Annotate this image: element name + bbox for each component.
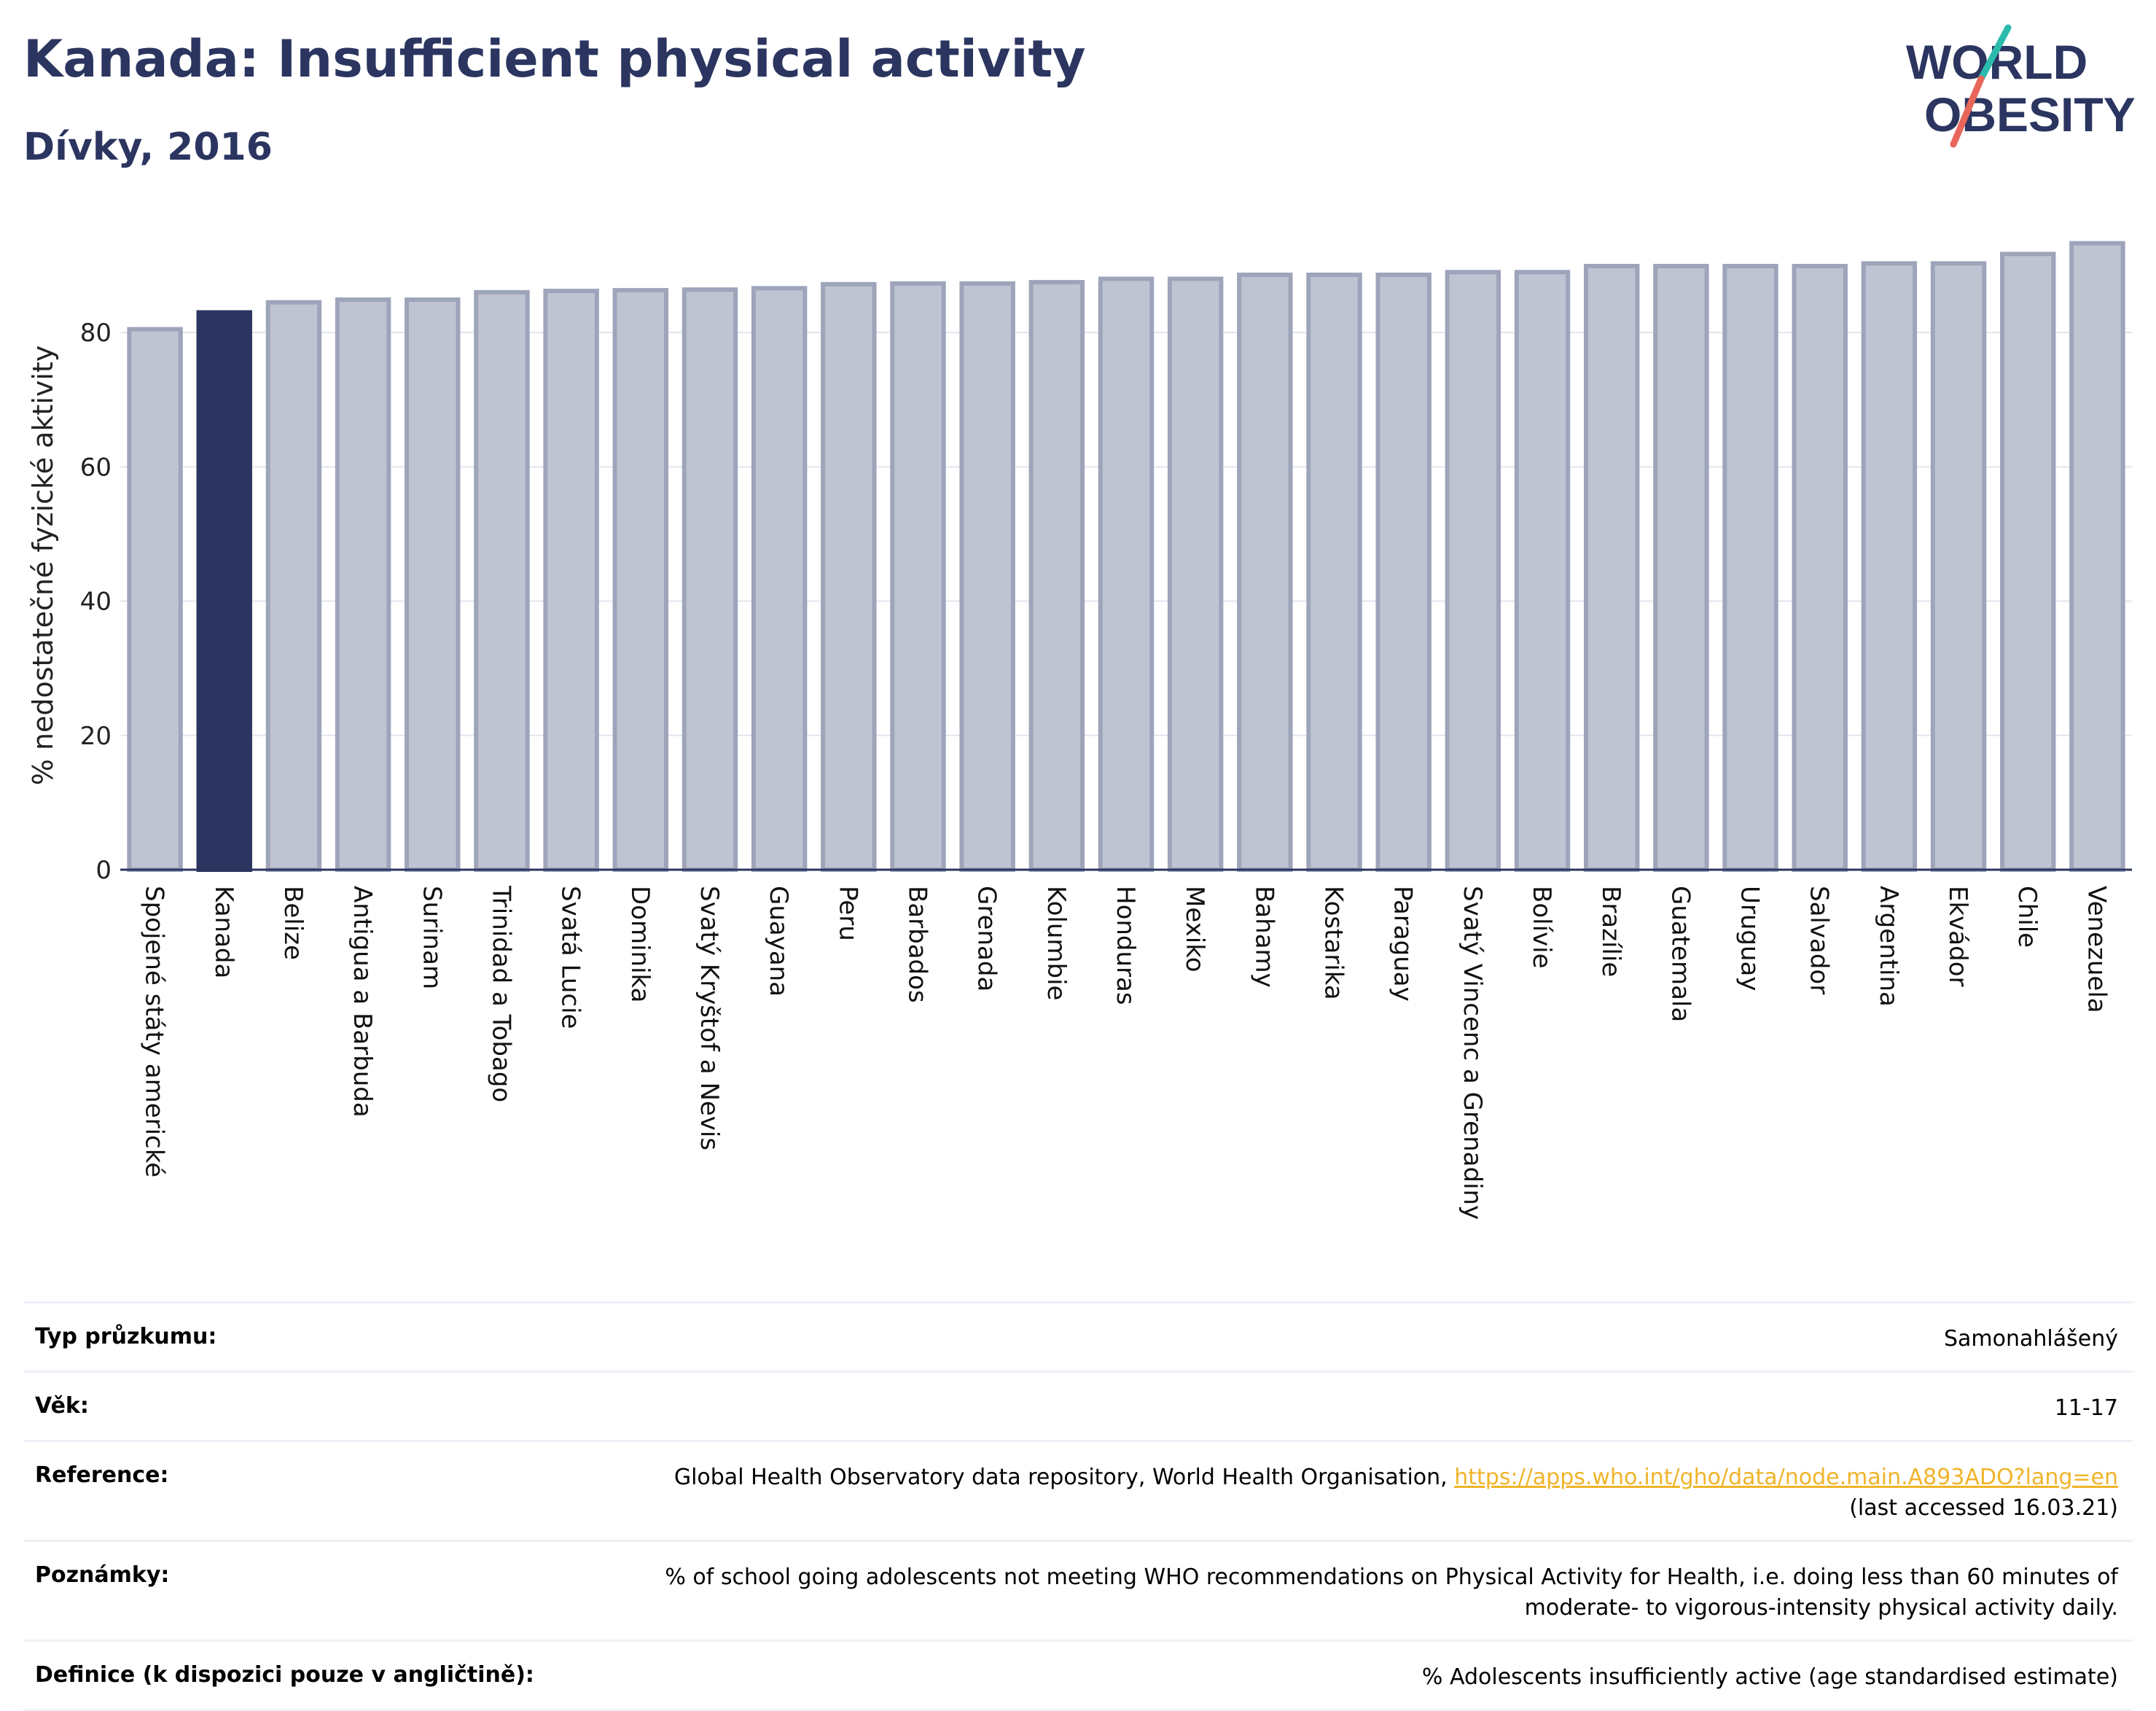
x-tick-label: Antigua a Barbuda xyxy=(348,886,377,1118)
reference-value: Global Health Observatory data repositor… xyxy=(674,1462,2118,1524)
info-row-reference: Reference: Global Health Observatory dat… xyxy=(23,1440,2133,1540)
x-tick-label: Ekvádor xyxy=(1943,886,1972,987)
world-obesity-logo: WORLD OBESITY xyxy=(1906,24,2136,148)
bar-uruguay xyxy=(1722,263,1778,872)
y-tick-label: 80 xyxy=(80,319,112,348)
x-tick-label: Kanada xyxy=(209,886,238,978)
x-tick-label: Trinidad a Tobago xyxy=(486,885,515,1102)
x-tick-label: Mexiko xyxy=(1180,886,1209,973)
age-value: 11-17 xyxy=(2054,1395,2118,1421)
x-tick-label: Brazílie xyxy=(1596,886,1625,977)
y-tick-label: 0 xyxy=(95,856,112,885)
bar-antigua-a-barbuda xyxy=(335,297,391,872)
x-tick-label: Surinam xyxy=(417,886,446,989)
x-tick-label: Guatemala xyxy=(1665,886,1695,1022)
bar-chile xyxy=(2000,252,2056,873)
x-tick-label: Svatý Vincenc a Grenadiny xyxy=(1458,886,1487,1220)
y-tick-label: 20 xyxy=(80,722,112,751)
chart-title: Kanada: Insufficient physical activity xyxy=(23,29,1086,89)
bar-kostarika xyxy=(1306,272,1362,872)
info-row-notes: Poznámky: % of school going adolescents … xyxy=(23,1540,2133,1640)
info-table: Typ průzkumu: Samonahlášený Věk: 11-17 R… xyxy=(23,1301,2133,1711)
bar-barbados xyxy=(890,281,946,872)
x-tick-label: Bahamy xyxy=(1249,886,1278,988)
bar-spojené-státy-americké xyxy=(127,327,183,873)
chart-subtitle: Dívky, 2016 xyxy=(23,125,273,169)
bar-grenada xyxy=(959,281,1015,872)
bar-guatemala xyxy=(1653,263,1709,872)
bar-trinidad-a-tobago xyxy=(474,289,530,873)
y-tick-label: 40 xyxy=(80,588,112,617)
x-tick-label: Paraguay xyxy=(1388,886,1418,1002)
x-tick-label: Salvador xyxy=(1805,886,1834,994)
info-row-age: Věk: 11-17 xyxy=(23,1371,2133,1440)
logo-slash-teal xyxy=(1977,24,2012,82)
x-tick-label: Venezuela xyxy=(2082,886,2111,1013)
bar-kanada xyxy=(196,310,252,872)
x-tick-label: Uruguay xyxy=(1735,886,1765,991)
bar-svatý-vincenc-a-grenadiny xyxy=(1445,270,1501,872)
notes-value: % of school going adolescents not meetin… xyxy=(665,1562,2118,1624)
x-tick-label: Kostarika xyxy=(1319,886,1348,1000)
notes-line-2: moderate- to vigorous-intensity physical… xyxy=(1524,1595,2118,1621)
bar-dominika xyxy=(612,288,669,872)
x-tick-label: Barbados xyxy=(902,886,931,1003)
x-tick-label: Dominika xyxy=(625,886,655,1002)
bar-paraguay xyxy=(1375,272,1432,872)
bar-kolumbie xyxy=(1028,280,1085,873)
x-tick-label: Belize xyxy=(278,886,308,960)
bar-bahamy xyxy=(1237,272,1293,872)
x-tick-label: Svatá Lucie xyxy=(556,886,585,1029)
bar-belize xyxy=(265,300,322,873)
x-tick-label: Grenada xyxy=(972,886,1001,991)
bar-svatý-kryštof-a-nevis xyxy=(681,287,738,873)
bar-chart: 0 20 40 60 80 % nedostatečné fyzické aktivity… xyxy=(27,241,2132,1220)
reference-accessed: (last accessed 16.03.21) xyxy=(1849,1495,2118,1521)
x-tick-label: Guayana xyxy=(764,886,793,997)
x-tick-label: Svatý Kryštof a Nevis xyxy=(695,886,724,1150)
y-tick-label: 60 xyxy=(80,453,112,482)
x-tick-label: Spojené státy americké xyxy=(140,886,169,1177)
x-tick-label: Honduras xyxy=(1111,886,1140,1005)
notes-label: Poznámky: xyxy=(35,1562,170,1588)
bar-mexiko xyxy=(1167,276,1224,872)
bar-surinam xyxy=(405,297,461,872)
bar-argentina xyxy=(1861,261,1918,872)
x-tick-label: Bolívie xyxy=(1527,886,1556,969)
notes-line-1: % of school going adolescents not meetin… xyxy=(665,1564,2118,1590)
reference-text: Global Health Observatory data repositor… xyxy=(673,1465,1448,1490)
reference-link[interactable]: https://apps.who.int/gho/data/node.main.… xyxy=(1454,1465,2118,1490)
age-label: Věk: xyxy=(35,1393,89,1419)
bar-guayana xyxy=(751,286,808,872)
x-tick-label: Kolumbie xyxy=(1042,886,1071,1000)
y-axis-label: % nedostatečné fyzické aktivity xyxy=(27,346,59,786)
bar-bolívie xyxy=(1514,270,1571,872)
bar-svatá-lucie xyxy=(543,289,599,873)
survey-value: Samonahlášený xyxy=(1944,1326,2118,1352)
x-tick-label: Argentina xyxy=(1874,886,1903,1007)
logo-slash-red xyxy=(1950,75,1985,148)
x-tick-label: Chile xyxy=(2012,886,2042,948)
x-tick-label: Peru xyxy=(833,886,862,941)
info-row-definition: Definice (k dispozici pouze v angličtině… xyxy=(23,1640,2133,1711)
survey-label: Typ průzkumu: xyxy=(35,1324,217,1349)
bar-honduras xyxy=(1098,276,1155,872)
bar-ekvádor xyxy=(1930,261,1987,872)
bar-brazílie xyxy=(1583,263,1640,872)
reference-label: Reference: xyxy=(35,1462,169,1488)
bar-salvador xyxy=(1792,263,1848,872)
info-row-survey: Typ průzkumu: Samonahlášený xyxy=(23,1301,2133,1371)
definition-value: % Adolescents insufficiently active (age… xyxy=(1421,1664,2118,1690)
bar-venezuela xyxy=(2069,241,2125,872)
definition-label: Definice (k dispozici pouze v angličtině… xyxy=(35,1662,534,1688)
bar-peru xyxy=(821,281,877,872)
